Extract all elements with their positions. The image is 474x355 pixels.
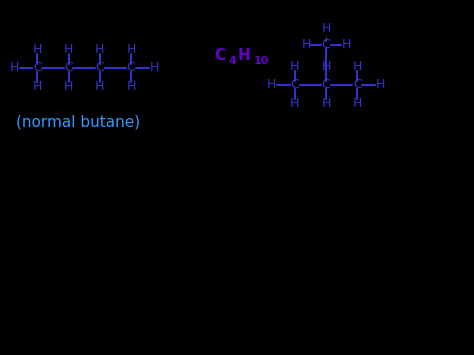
Text: H: H [33,43,42,56]
Text: auto ignition @ 287°C: auto ignition @ 287°C [17,223,179,236]
Text: E of  F = -125kJ/mol: E of F = -125kJ/mol [17,166,163,179]
Text: H: H [33,80,42,93]
Text: C: C [291,78,299,91]
Text: BP = -11.7°C: BP = -11.7°C [237,166,331,180]
Text: H: H [321,60,331,73]
Text: isobutane: isobutane [237,106,312,121]
Text: H: H [126,43,136,56]
Text: C: C [322,38,330,51]
Text: ionization potential = 10.47: ionization potential = 10.47 [237,223,446,236]
Text: E of F = -134kJ/mol: E of F = -134kJ/mol [237,185,379,198]
Text: auto ignition @ 460°C: auto ignition @ 460°C [237,242,400,255]
Text: H: H [290,97,300,110]
Text: H: H [321,97,331,110]
Text: E of C = -2.88MJ/mol: E of C = -2.88MJ/mol [17,185,169,198]
Text: H: H [321,22,331,35]
Text: C: C [127,61,136,74]
Text: I-butane: I-butane [237,120,301,135]
Text: 10: 10 [254,56,269,66]
Text: 4: 4 [229,56,237,66]
Text: butane: butane [173,48,231,63]
Text: H: H [95,43,104,56]
Text: H: H [126,80,136,93]
Text: H: H [95,80,104,93]
Text: C: C [64,61,73,74]
Text: C: C [353,78,362,91]
Text: H: H [290,60,300,73]
Text: MP = -159.4°C: MP = -159.4°C [237,148,344,161]
Text: C: C [95,61,104,74]
Text: H: H [64,80,73,93]
Text: ionization potential= 10.63eV: ionization potential= 10.63eV [17,204,240,217]
Text: E of C = -2.87MJ/mol: E of C = -2.87MJ/mol [237,204,389,217]
Text: BP = -0.5°C: BP = -0.5°C [17,147,102,160]
Text: H: H [64,43,73,56]
Text: Isomers of Butane (2): Isomers of Butane (2) [73,23,329,43]
Text: H: H [267,78,276,91]
Text: C: C [215,48,226,63]
Text: C: C [33,61,42,74]
Text: H: H [376,78,385,91]
Text: MP = -138.3°C: MP = -138.3°C [17,129,123,142]
Text: H: H [353,97,362,110]
Text: eV: eV [426,223,448,238]
Text: (normal butane): (normal butane) [17,114,141,129]
Text: H: H [341,38,351,51]
Text: H: H [149,61,159,74]
Text: H: H [301,38,311,51]
Text: H: H [238,48,251,63]
Text: methlypropane: methlypropane [237,133,354,149]
Text: H: H [9,61,19,74]
Text: n-butane: n-butane [17,102,85,117]
Text: H: H [353,60,362,73]
Text: C: C [322,78,330,91]
